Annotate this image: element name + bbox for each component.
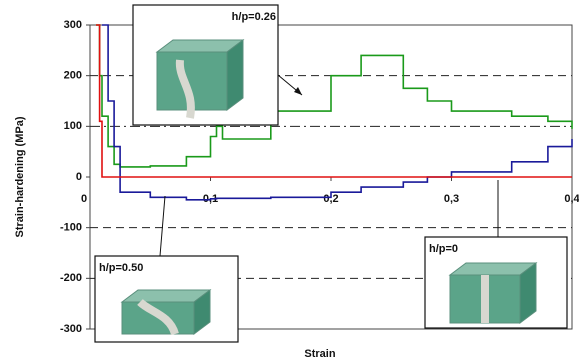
y-tick-label: 300: [64, 19, 82, 31]
y-tick-label: -300: [60, 323, 82, 335]
inset: h/p=0.50: [95, 256, 238, 342]
inset-label: h/p=0.50: [99, 262, 143, 274]
block-side: [227, 40, 243, 110]
inset: h/p=0: [425, 237, 567, 328]
x-tick-label: 0: [81, 193, 87, 205]
y-tick-label: -100: [60, 222, 82, 234]
inset-label: h/p=0.26: [232, 11, 276, 23]
x-tick-label: 0,3: [444, 193, 459, 205]
y-tick-label: -200: [60, 272, 82, 284]
leader-line: [160, 196, 165, 256]
y-tick-label: 0: [76, 171, 82, 183]
x-axis-label: Strain: [304, 348, 335, 360]
y-tick-label: 200: [64, 70, 82, 82]
y-axis-label: Strain-hardening (MPa): [14, 116, 26, 237]
y-tick-label: 100: [64, 120, 82, 132]
inset: h/p=0.26: [133, 5, 278, 125]
arrow-head: [294, 87, 302, 95]
chart: Strain Strain-hardening (MPa) -300 -200 -1…: [0, 0, 579, 364]
inset-label: h/p=0: [429, 243, 458, 255]
x-tick-label: 0,4: [564, 193, 579, 205]
